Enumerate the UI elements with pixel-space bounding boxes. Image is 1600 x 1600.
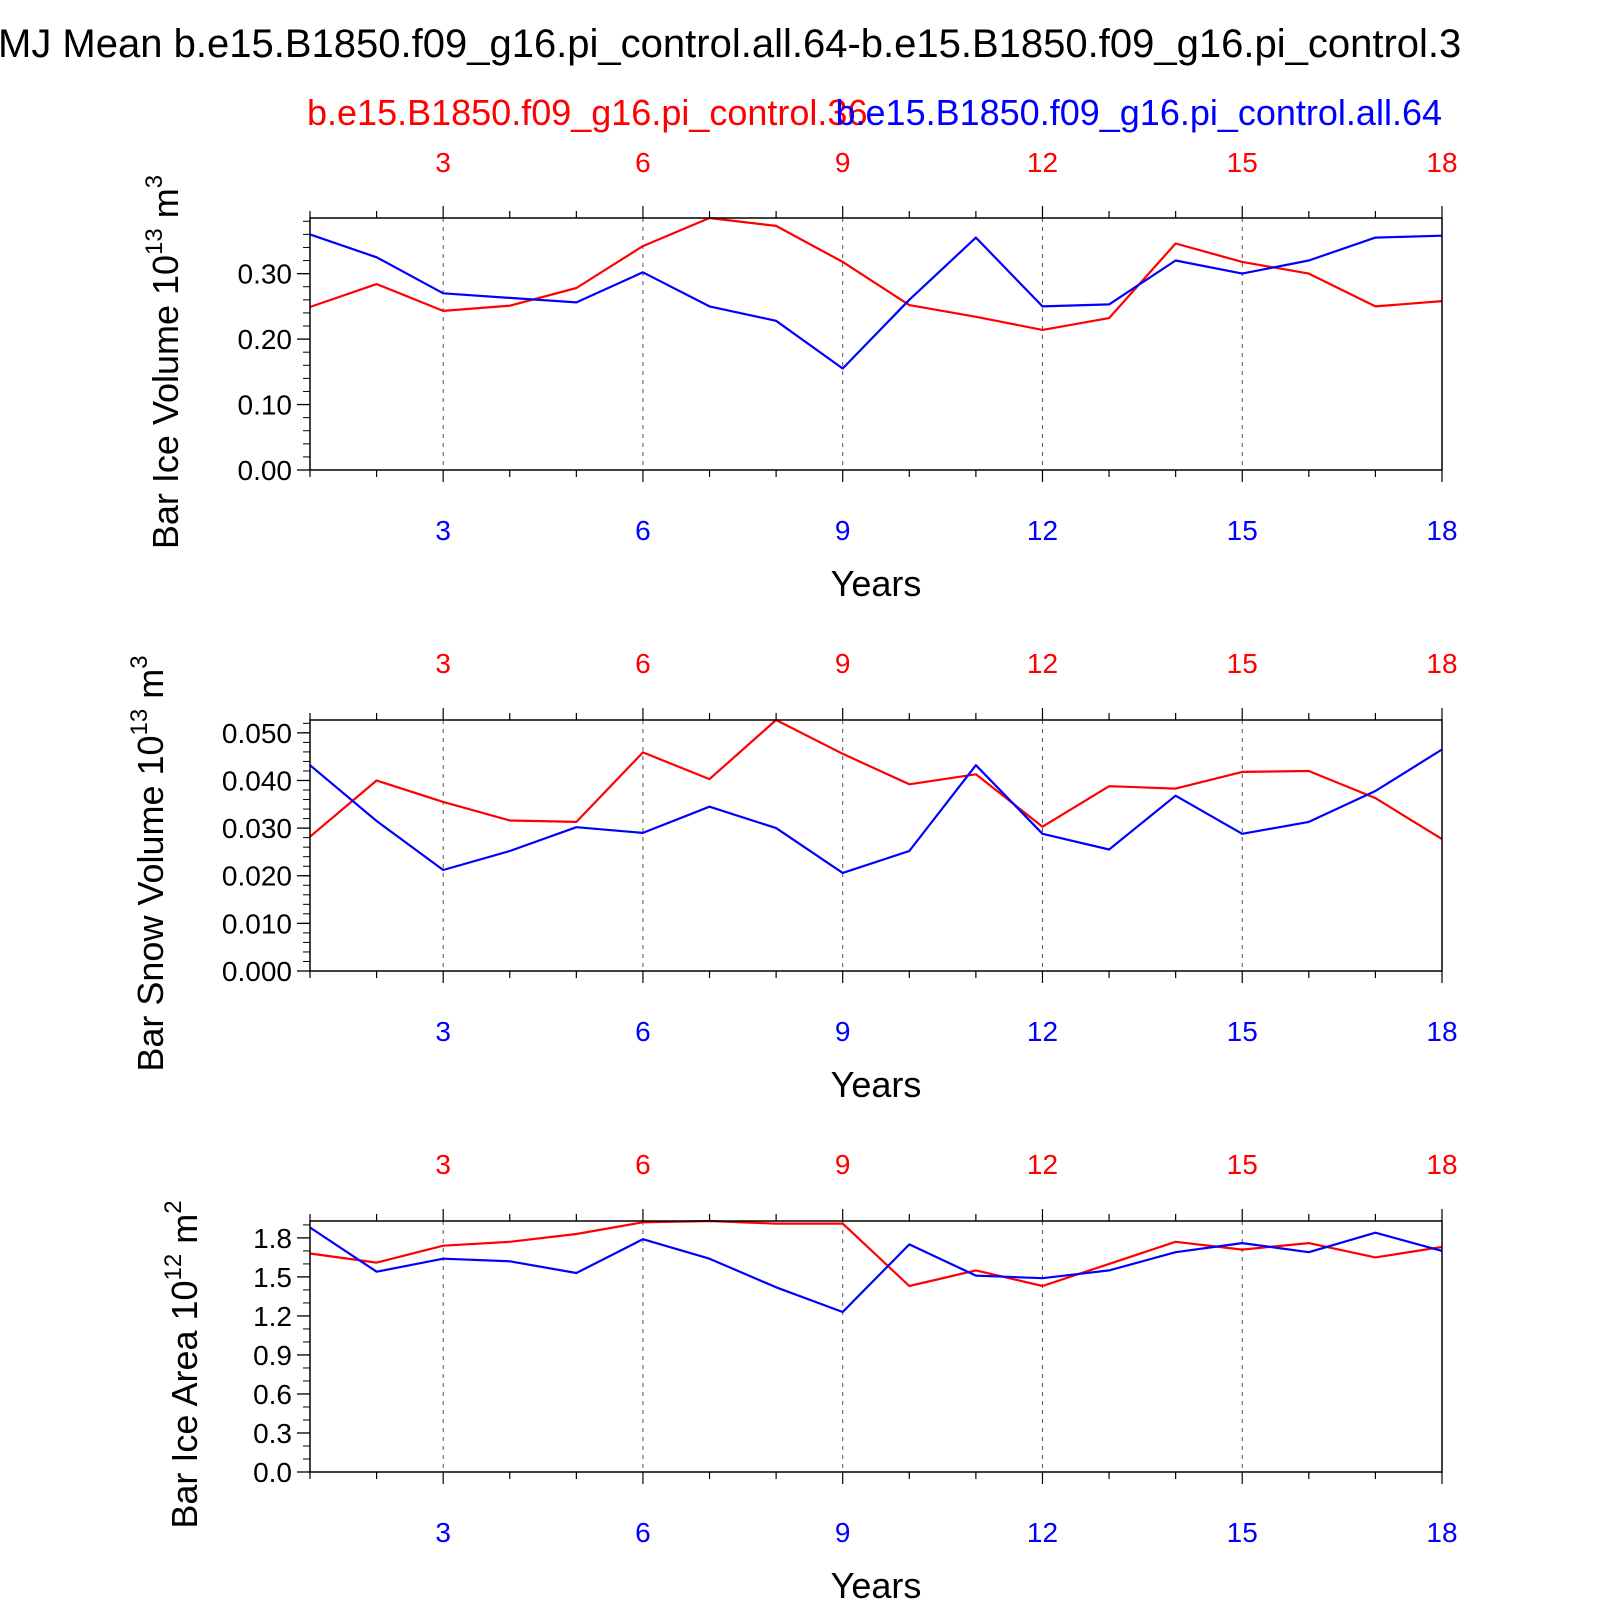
x-tick-label-top: 12 xyxy=(1027,1149,1058,1180)
x-tick-label-bottom: 18 xyxy=(1426,515,1457,546)
x-tick-label-bottom: 3 xyxy=(435,1517,451,1548)
y-tick-label: 0.6 xyxy=(253,1379,292,1410)
x-tick-label-top: 18 xyxy=(1426,147,1457,178)
y-axis-title-unit: m xyxy=(164,1214,205,1254)
x-tick-label-top: 15 xyxy=(1227,147,1258,178)
y-tick-label: 0.030 xyxy=(222,813,292,844)
x-tick-label-bottom: 12 xyxy=(1027,1517,1058,1548)
y-tick-label: 1.8 xyxy=(253,1223,292,1254)
y-tick-label: 0.00 xyxy=(238,455,293,486)
series-line-blue xyxy=(309,233,1443,370)
chart-panels: 3 3 6 6 9 9 12 12 15 15 18 18 0.00 0.10 0.20 0.30 Years B… xyxy=(126,147,1458,1600)
y-tick-label: 0.050 xyxy=(222,718,292,749)
x-tick-label-bottom: 15 xyxy=(1227,1517,1258,1548)
y-axis-title-text: Bar Ice Volume 10 xyxy=(145,255,186,549)
y-axis-title: Bar Ice Volume 1013 m3 xyxy=(141,175,186,549)
x-tick-label-bottom: 12 xyxy=(1027,515,1058,546)
y-axis-title-unit-exponent: 2 xyxy=(160,1200,187,1213)
x-axis-title: Years xyxy=(831,563,922,604)
y-tick-label: 1.2 xyxy=(253,1301,292,1332)
x-tick-label-bottom: 15 xyxy=(1227,1016,1258,1047)
figure-title: MJ Mean b.e15.B1850.f09_g16.pi_control.a… xyxy=(0,22,1461,66)
x-tick-label-bottom: 18 xyxy=(1426,1517,1457,1548)
chart-panel-2: 3 3 6 6 9 9 12 12 15 15 18 18 0.000 0.010 0.020 0.030 0.… xyxy=(126,648,1458,1105)
series-line-red xyxy=(309,216,1443,331)
y-tick-label: 0.040 xyxy=(222,765,292,796)
y-tick-label: 0.30 xyxy=(238,259,293,290)
x-tick-label-top: 15 xyxy=(1227,648,1258,679)
y-tick-label: 0.020 xyxy=(222,861,292,892)
chart-panel-1: 3 3 6 6 9 9 12 12 15 15 18 18 0.00 0.10 0.20 0.30 Years B… xyxy=(141,147,1458,604)
plot-frame xyxy=(309,719,1443,972)
x-tick-label-bottom: 3 xyxy=(435,515,451,546)
y-axis-title: Bar Snow Volume 1013 m3 xyxy=(126,655,171,1071)
x-tick-label-top: 3 xyxy=(435,1149,451,1180)
y-tick-label: 0.20 xyxy=(238,324,293,355)
x-tick-label-top: 3 xyxy=(435,648,451,679)
x-tick-label-bottom: 3 xyxy=(435,1016,451,1047)
plot-frame xyxy=(309,1220,1443,1473)
y-axis-title-exponent: 13 xyxy=(141,228,168,255)
x-tick-label-top: 12 xyxy=(1027,648,1058,679)
y-axis-title-exponent: 13 xyxy=(126,709,153,736)
y-axis-title-exponent: 12 xyxy=(160,1254,187,1281)
x-tick-label-bottom: 9 xyxy=(835,1517,851,1548)
series-line-blue xyxy=(309,748,1443,875)
x-tick-label-bottom: 15 xyxy=(1227,515,1258,546)
x-tick-label-bottom: 6 xyxy=(635,1517,651,1548)
y-tick-label: 0.010 xyxy=(222,908,292,939)
chart-panel-3: 3 3 6 6 9 9 12 12 15 15 18 18 0.0 0.3 0.6 0.9 1.2 1.5 1.8 Y… xyxy=(160,1149,1458,1600)
x-tick-label-top: 9 xyxy=(835,1149,851,1180)
x-tick-label-bottom: 9 xyxy=(835,515,851,546)
x-tick-label-top: 18 xyxy=(1426,1149,1457,1180)
x-tick-label-top: 3 xyxy=(435,147,451,178)
series-line-red xyxy=(309,718,1443,841)
y-tick-label: 0.10 xyxy=(238,390,293,421)
x-tick-label-top: 6 xyxy=(635,648,651,679)
y-tick-label: 0.3 xyxy=(253,1418,292,1449)
x-tick-label-bottom: 6 xyxy=(635,515,651,546)
y-axis-title-unit: m xyxy=(145,188,186,228)
x-axis-title: Years xyxy=(831,1064,922,1105)
y-axis-title-text: Bar Ice Area 10 xyxy=(164,1280,205,1528)
plot-frame xyxy=(309,217,1443,471)
y-tick-label: 0.0 xyxy=(253,1457,292,1488)
legend-label-blue: b.e15.B1850.f09_g16.pi_control.all.64 xyxy=(836,92,1442,133)
y-axis-title-unit-exponent: 3 xyxy=(126,655,153,668)
y-axis-title-text: Bar Snow Volume 10 xyxy=(130,735,171,1071)
series-line-red xyxy=(309,1219,1443,1288)
x-tick-label-top: 18 xyxy=(1426,648,1457,679)
x-tick-label-top: 12 xyxy=(1027,147,1058,178)
x-tick-label-bottom: 12 xyxy=(1027,1016,1058,1047)
x-tick-label-top: 15 xyxy=(1227,1149,1258,1180)
series-line-blue xyxy=(309,1226,1443,1314)
y-tick-label: 0.9 xyxy=(253,1340,292,1371)
x-tick-label-top: 9 xyxy=(835,147,851,178)
x-tick-label-bottom: 6 xyxy=(635,1016,651,1047)
x-tick-label-top: 6 xyxy=(635,1149,651,1180)
y-tick-label: 1.5 xyxy=(253,1262,292,1293)
legend-label-red: b.e15.B1850.f09_g16.pi_control.36 xyxy=(307,92,867,133)
y-axis-title-unit-exponent: 3 xyxy=(141,175,168,188)
x-tick-label-top: 9 xyxy=(835,648,851,679)
y-tick-label: 0.000 xyxy=(222,956,292,987)
y-axis-title-unit: m xyxy=(130,669,171,709)
x-tick-label-bottom: 18 xyxy=(1426,1016,1457,1047)
x-tick-label-top: 6 xyxy=(635,147,651,178)
y-axis-title: Bar Ice Area 1012 m2 xyxy=(160,1200,205,1528)
x-axis-title: Years xyxy=(831,1565,922,1600)
x-tick-label-bottom: 9 xyxy=(835,1016,851,1047)
